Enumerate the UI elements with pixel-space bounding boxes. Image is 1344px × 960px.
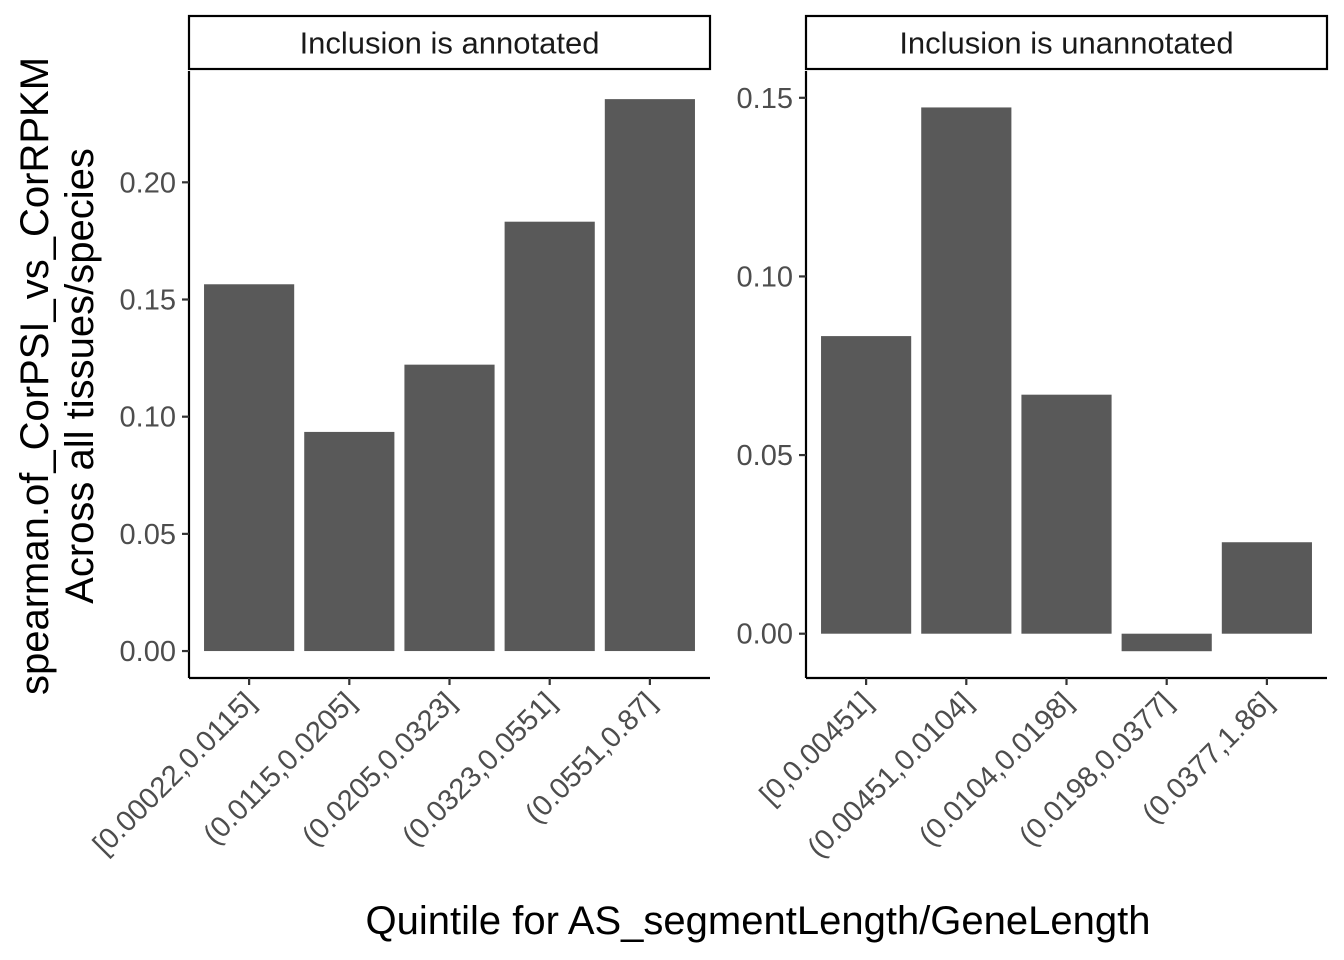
facet-panel-1: Inclusion is annotated 0.00 0.05 0.10 0.15 0.…	[87, 14, 712, 861]
y-tick-label: 0.10	[120, 402, 176, 434]
x-tick-label: (0.00451,0.0104]	[802, 686, 980, 864]
bar	[404, 364, 495, 652]
facet-strip-label: Inclusion is unannotated	[899, 26, 1233, 61]
facet-panel-2: Inclusion is unannotated 0.00 0.05 0.10 0.15…	[737, 14, 1329, 864]
y-tick-label: 0.20	[120, 167, 176, 199]
bar	[1121, 633, 1212, 652]
bar	[821, 336, 912, 634]
y-tick-label: 0.00	[737, 619, 793, 651]
y-tick-label: 0.05	[737, 440, 793, 472]
y-tick-label: 0.15	[737, 83, 793, 115]
bar	[204, 284, 295, 652]
y-tick-label: 0.00	[120, 636, 176, 668]
bar	[304, 431, 395, 652]
x-axis-title: Quintile for AS_segmentLength/GeneLength	[366, 899, 1151, 943]
facet-strip	[804, 14, 1329, 71]
bar	[1221, 542, 1312, 634]
y-tick-label: 0.15	[120, 285, 176, 317]
bar	[504, 221, 595, 652]
facet-panels: Inclusion is annotated 0.00 0.05 0.10 0.15 0.…	[87, 14, 1329, 864]
bar	[1021, 394, 1112, 634]
bar	[921, 107, 1012, 634]
facet-strip-label: Inclusion is annotated	[300, 26, 600, 61]
y-tick-label: 0.05	[120, 519, 176, 551]
y-axis-title-line-1: spearman.of_CorPSI_vs_CorRPKM	[13, 57, 57, 695]
bar	[604, 99, 695, 652]
y-tick-label: 0.10	[737, 261, 793, 293]
y-axis-title-line-2: Across all tissues/species	[58, 148, 102, 604]
facet-strip	[187, 14, 712, 71]
